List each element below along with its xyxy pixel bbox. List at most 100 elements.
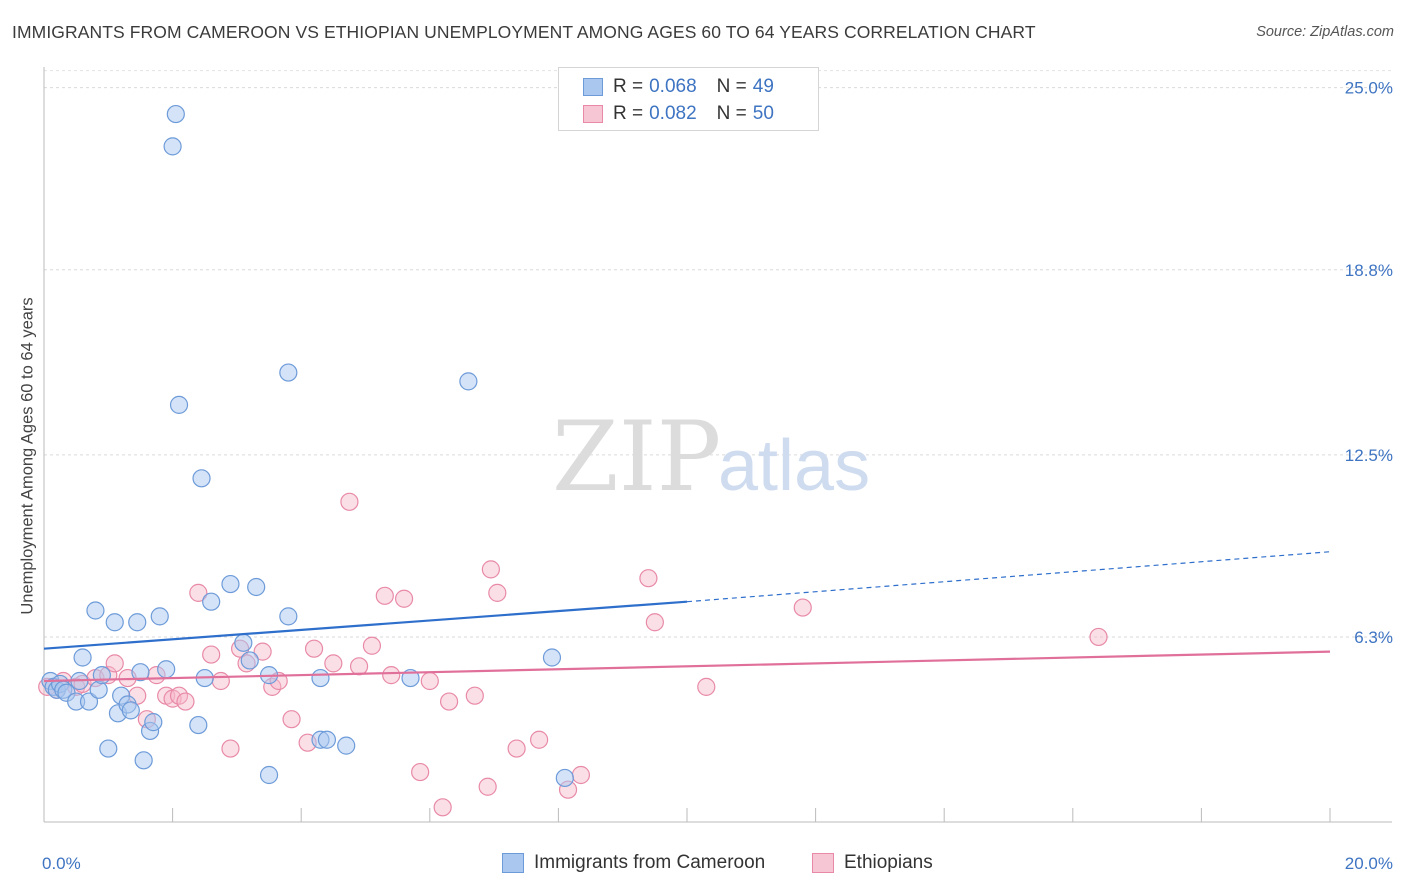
bottom-legend-swatch-cameroon	[502, 853, 524, 873]
ethiopians-point	[571, 765, 591, 785]
cameroon-point	[247, 577, 266, 597]
legend-row-ethiopians: R = 0.082 N = 50	[583, 103, 774, 125]
cameroon-point	[99, 739, 118, 758]
legend-row-cameroon: R = 0.068 N = 49	[583, 76, 774, 98]
ethiopians-point	[793, 598, 812, 617]
legend-r-value-cameroon: 0.068	[649, 76, 697, 97]
bottom-legend-label-cameroon: Immigrants from Cameroon	[534, 852, 766, 873]
y-tick-label: 6.3%	[1354, 628, 1393, 647]
ethiopians-point	[394, 589, 414, 608]
ethiopians-point	[324, 654, 343, 673]
ethiopians-point	[340, 492, 359, 511]
ethiopians-point	[189, 583, 208, 602]
bottom-legend-cameroon: Immigrants from Cameroon	[502, 852, 765, 874]
correlation-legend: R = 0.068 N = 49 R = 0.082 N = 50	[558, 67, 819, 131]
ethiopians-point	[1089, 627, 1108, 647]
axes	[43, 67, 1392, 823]
ethiopians-point	[176, 692, 195, 711]
cameroon-point	[105, 613, 124, 632]
watermark-zip: ZIP	[552, 401, 721, 513]
watermark-atlas: atlas	[718, 426, 870, 506]
cameroon-points	[41, 104, 574, 788]
ethiopians-point	[697, 677, 716, 696]
cameroon-point	[86, 601, 105, 620]
ethiopians-point	[211, 671, 230, 691]
cameroon-point	[317, 730, 337, 749]
legend-swatch-ethiopians	[583, 105, 603, 123]
cameroon-point	[121, 701, 140, 720]
ethiopians-point	[433, 798, 452, 817]
bottom-legend-swatch-ethiopians	[812, 853, 834, 873]
cameroon-point	[134, 751, 153, 770]
watermark: ZIP atlas	[552, 401, 870, 513]
bottom-legend-label-ethiopians: Ethiopians	[844, 852, 933, 873]
cameroon-point	[169, 395, 189, 414]
ethiopians-point	[202, 645, 221, 664]
ethiopians-point	[478, 777, 497, 796]
cameroon-point	[92, 666, 111, 685]
cameroon-point	[128, 613, 147, 632]
ethiopians-point	[349, 657, 369, 676]
cameroon-point	[279, 363, 298, 382]
cameroon-point	[73, 648, 92, 667]
y-tick-label: 18.8%	[1345, 261, 1393, 280]
legend-n-label: N =	[716, 76, 747, 97]
ethiopians-point	[221, 739, 240, 758]
y-tick-label: 25.0%	[1345, 79, 1393, 98]
ethiopians-point	[530, 730, 549, 749]
cameroon-point	[542, 648, 562, 667]
ethiopians-point	[105, 654, 124, 673]
cameroon-point	[166, 104, 185, 124]
legend-r-label: R =	[613, 76, 644, 97]
cameroon-point	[221, 574, 240, 594]
cameroon-point	[202, 592, 221, 611]
cameroon-point	[240, 651, 259, 670]
x-tick-label: 0.0%	[42, 854, 81, 873]
cameroon-point	[157, 660, 176, 679]
ethiopians-point	[465, 686, 484, 705]
ethiopians-point	[411, 762, 430, 782]
bottom-legend-ethiopians: Ethiopians	[812, 852, 933, 874]
cameroon-point	[144, 713, 163, 732]
source-label: Source: ZipAtlas.com	[1256, 24, 1394, 40]
ethiopians-point	[282, 710, 301, 729]
cameroon-point	[311, 668, 330, 688]
cameroon-trend-extension	[686, 551, 1331, 603]
ethiopians-point	[362, 636, 382, 655]
cameroon-point	[89, 680, 108, 699]
legend-r-label: R =	[613, 103, 644, 124]
cameroon-point	[555, 768, 574, 788]
legend-n-label: N =	[716, 103, 747, 124]
ethiopians-point	[382, 666, 401, 685]
ethiopians-point	[639, 569, 658, 588]
tick-labels: 6.3% 12.5% 18.8% 25.0% 0.0% 20.0%	[42, 79, 1393, 873]
cameroon-point	[279, 607, 298, 626]
cameroon-point	[79, 692, 99, 711]
ethiopians-point	[645, 613, 664, 632]
chart-title: IMMIGRANTS FROM CAMEROON VS ETHIOPIAN UN…	[12, 22, 1036, 42]
cameroon-point	[192, 469, 211, 488]
legend-swatch-cameroon	[583, 78, 603, 96]
ethiopians-point	[375, 586, 394, 605]
cameroon-point	[234, 633, 253, 652]
cameroon-point	[189, 715, 208, 735]
cameroon-point	[150, 607, 169, 626]
trend-lines	[43, 551, 1331, 683]
cameroon-point	[163, 137, 182, 156]
ethiopians-point	[481, 560, 500, 579]
cameroon-point	[337, 736, 356, 755]
ethiopians-point	[507, 739, 526, 758]
ethiopians-points	[38, 492, 1108, 817]
ethiopians-point	[488, 583, 507, 602]
ethiopians-point	[420, 671, 439, 691]
cameroon-point	[459, 372, 478, 391]
ethiopians-trend-line	[43, 650, 1331, 683]
cameroon-point	[131, 663, 150, 682]
ethiopians-point	[253, 642, 272, 661]
grid-lines	[44, 70, 1392, 638]
ethiopians-point	[439, 692, 459, 711]
cameroon-trend-line	[43, 600, 688, 650]
y-tick-label: 12.5%	[1345, 446, 1393, 465]
ethiopians-point	[304, 639, 324, 658]
